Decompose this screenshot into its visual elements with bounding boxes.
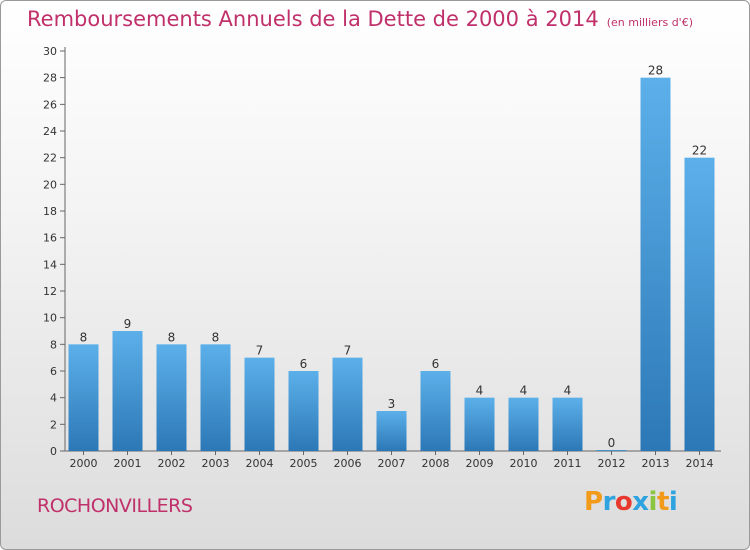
x-tick-label: 2001 [114, 457, 142, 470]
bar [640, 77, 671, 452]
x-tick-label: 2002 [158, 457, 186, 470]
y-tick-label: 10 [43, 312, 57, 325]
bar-data-label: 6 [432, 357, 440, 371]
bar [464, 397, 495, 451]
y-tick-label: 0 [50, 445, 57, 458]
x-tick-label: 2014 [686, 457, 714, 470]
x-tick-label: 2000 [70, 457, 98, 470]
x-tick-label: 2005 [290, 457, 318, 470]
y-tick-label: 2 [50, 418, 57, 431]
x-tick-label: 2004 [246, 457, 274, 470]
bar [376, 411, 407, 451]
chart-title-block: Remboursements Annuels de la Dette de 20… [27, 7, 693, 31]
chart-unit: (en milliers d'€) [606, 16, 693, 29]
y-tick-label: 12 [43, 285, 57, 298]
x-tick-label: 2006 [334, 457, 362, 470]
x-tick-label: 2012 [598, 457, 626, 470]
bar-data-label: 8 [80, 330, 88, 344]
x-tick-label: 2009 [466, 457, 494, 470]
bar-data-label: 8 [168, 330, 176, 344]
bar [68, 344, 99, 451]
bar [596, 450, 627, 451]
logo-letter: o [614, 487, 633, 517]
y-tick-label: 8 [50, 338, 57, 351]
bar [508, 397, 539, 451]
bar-data-label: 3 [388, 397, 396, 411]
bar-data-label: 7 [256, 344, 264, 358]
logo-letter: r [602, 487, 616, 517]
logo-letter: x [632, 487, 649, 517]
x-tick-label: 2010 [510, 457, 538, 470]
y-tick-label: 30 [43, 45, 57, 58]
bar-data-label: 6 [300, 357, 308, 371]
y-tick-label: 28 [43, 72, 57, 85]
bar-series: 8 9 8 8 7 6 7 3 6 4 4 4 0 28 22 [68, 64, 715, 452]
y-tick-label: 4 [50, 392, 57, 405]
y-tick-label: 16 [43, 232, 57, 245]
logo-letter: t [656, 487, 669, 517]
logo-letter: P [584, 487, 603, 517]
bar [156, 344, 187, 451]
y-tick-label: 18 [43, 205, 57, 218]
bar-data-label: 22 [692, 144, 707, 158]
x-tick-label: 2008 [422, 457, 450, 470]
bar-data-label: 4 [564, 384, 572, 398]
bar [684, 157, 715, 451]
bar-data-label: 0 [608, 436, 616, 450]
x-tick-label: 2013 [642, 457, 670, 470]
y-tick-label: 20 [43, 178, 57, 191]
bar-data-label: 7 [344, 344, 352, 358]
x-tick-label: 2011 [554, 457, 582, 470]
bar [288, 371, 319, 451]
bar-data-label: 9 [124, 317, 132, 331]
y-tick-label: 26 [43, 98, 57, 111]
bar-data-label: 4 [520, 384, 528, 398]
y-tick-label: 22 [43, 152, 57, 165]
x-tick-label: 2003 [202, 457, 230, 470]
bar [112, 331, 143, 451]
bar-data-label: 28 [648, 64, 663, 78]
bar [332, 357, 363, 451]
logo-letter: i [648, 487, 658, 517]
bar [420, 371, 451, 451]
y-tick-label: 6 [50, 365, 57, 378]
proxiti-logo[interactable]: Proxiti [584, 487, 678, 517]
bar-data-label: 8 [212, 330, 220, 344]
x-tick-label: 2007 [378, 457, 406, 470]
bar [552, 397, 583, 451]
x-axis: 2000 2001 2002 2003 2004 2005 2006 2007 2008 2009… [65, 450, 721, 470]
city-name: ROCHONVILLERS [37, 495, 193, 517]
chart-title: Remboursements Annuels de la Dette de 20… [27, 7, 599, 31]
bar [200, 344, 231, 451]
y-tick-label: 24 [43, 125, 57, 138]
bar [244, 357, 275, 451]
y-tick-label: 14 [43, 258, 57, 271]
logo-letter: i [668, 487, 678, 517]
bar-data-label: 4 [476, 384, 484, 398]
